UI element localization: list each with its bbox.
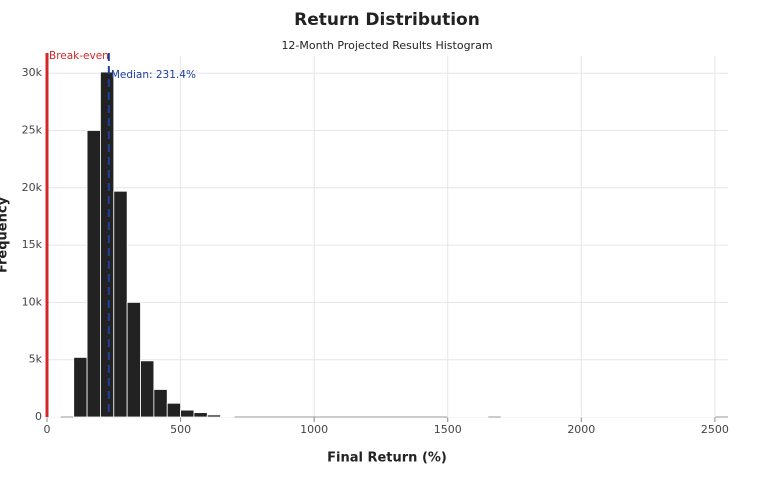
x-tick-label: 1500 [434,423,462,436]
bar [140,360,155,418]
x-tick-label: 500 [170,423,191,436]
bar [580,415,596,418]
x-tick-label: 1000 [300,423,328,436]
bar [687,415,702,418]
y-tick-label: 10k [22,295,43,308]
bar [460,415,475,418]
x-tick-label: 2500 [701,423,729,436]
bar [540,415,556,418]
y-tick-label: 30k [22,66,43,79]
bar [113,190,128,418]
bar [554,415,569,418]
bar [647,415,662,418]
y-tick-label: 5k [29,353,43,366]
x-axis-label: Final Return (%) [327,451,447,466]
y-tick-label: 15k [22,238,43,251]
bar [166,402,181,418]
chart-subtitle: 12-Month Projected Results Histogram [281,39,492,52]
bar [474,415,489,418]
bar [153,389,168,418]
bar [701,415,716,418]
bar [193,412,208,418]
bar [634,415,649,418]
bar [661,415,676,418]
annotation-label: Median: 231.4% [111,69,196,81]
x-tick-label: 2000 [567,423,595,436]
bar [180,409,195,418]
bar [447,415,462,418]
y-tick-label: 25k [22,123,43,136]
bar [567,415,582,418]
bar [126,301,141,418]
annotation-label: Break-even [49,50,109,62]
x-tick-label: 0 [44,423,51,436]
bar [206,414,222,418]
bar [621,415,636,418]
bar [500,415,515,418]
bar [73,357,88,418]
y-tick-label: 0 [35,410,42,423]
bar [607,415,622,418]
bar [594,415,609,418]
bar [100,71,115,418]
y-tick-label: 20k [22,181,43,194]
bar [46,415,61,418]
bar [220,415,235,418]
y-axis-label: Frequency [0,196,11,273]
chart-title: Return Distribution [294,10,480,30]
bar [514,415,529,418]
bar [674,415,689,418]
bar [527,415,542,418]
bar [86,130,101,418]
